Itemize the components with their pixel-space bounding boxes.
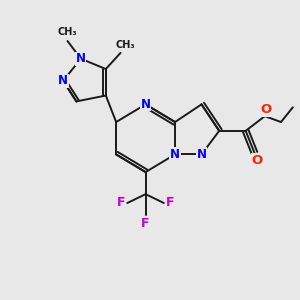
- Text: N: N: [196, 148, 206, 161]
- Text: CH₃: CH₃: [57, 27, 77, 37]
- Text: CH₃: CH₃: [115, 40, 135, 50]
- Text: F: F: [166, 196, 174, 209]
- Text: N: N: [58, 74, 68, 87]
- Text: N: N: [170, 148, 180, 161]
- Text: F: F: [117, 196, 126, 209]
- Text: N: N: [76, 52, 86, 65]
- Text: O: O: [251, 154, 262, 167]
- Text: N: N: [141, 98, 151, 111]
- Text: O: O: [261, 103, 272, 116]
- Text: F: F: [141, 217, 150, 230]
